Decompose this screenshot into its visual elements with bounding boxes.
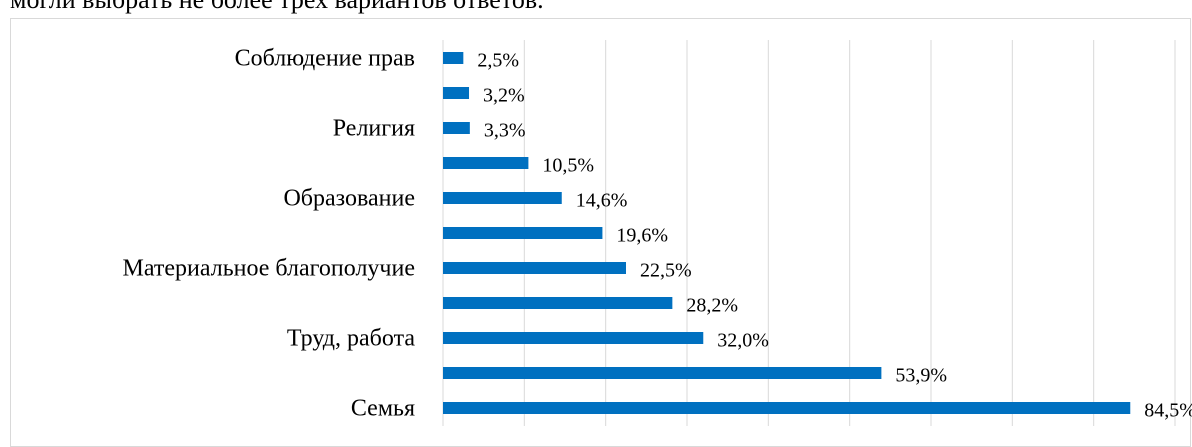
bar	[443, 262, 626, 274]
data-label: 10,5%	[542, 155, 594, 177]
bar	[443, 297, 673, 309]
y-tick-label: Образование	[283, 186, 415, 212]
data-label: 19,6%	[616, 225, 668, 247]
data-label: 22,5%	[640, 260, 692, 282]
data-label: 32,0%	[717, 330, 769, 352]
bar	[443, 157, 529, 169]
bar	[443, 402, 1131, 414]
data-label: 84,5%	[1144, 400, 1192, 422]
bar	[443, 192, 562, 204]
data-label: 3,3%	[484, 120, 526, 142]
data-label: 3,2%	[483, 85, 525, 107]
y-tick-label: Соблюдение прав	[235, 46, 415, 72]
bar	[443, 332, 704, 344]
y-tick-label: Труд, работа	[287, 326, 415, 352]
data-label: 2,5%	[477, 50, 519, 72]
bar	[443, 52, 464, 64]
y-tick-label: Семья	[351, 396, 415, 422]
data-label: 28,2%	[686, 295, 738, 317]
bar	[443, 227, 603, 239]
bar	[443, 367, 882, 379]
data-label: 14,6%	[576, 190, 628, 212]
bar	[443, 122, 470, 134]
data-label: 53,9%	[895, 365, 947, 387]
bar	[443, 87, 470, 99]
y-tick-label: Материальное благополучие	[123, 256, 416, 282]
caption: могли выбрать не более трех вариантов от…	[10, 0, 544, 14]
y-tick-label: Религия	[333, 116, 415, 142]
